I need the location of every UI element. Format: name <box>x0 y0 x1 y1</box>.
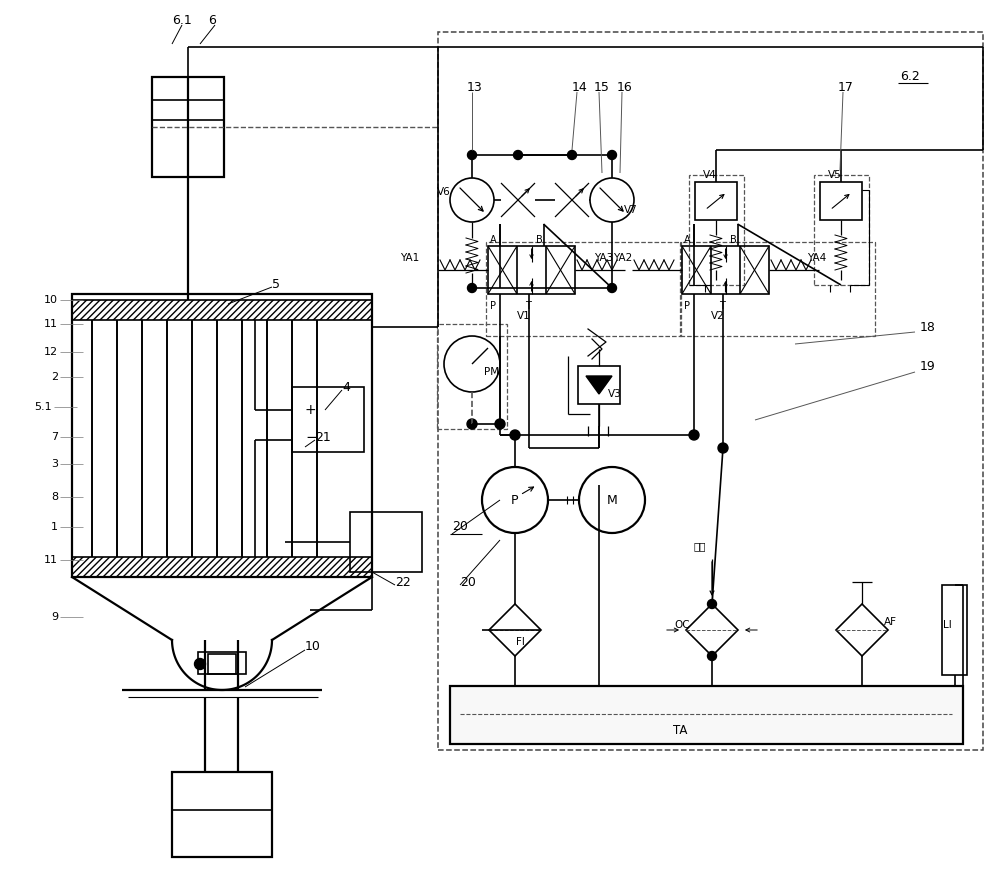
Text: V5: V5 <box>828 170 842 180</box>
Bar <box>450 686 963 744</box>
Text: V1: V1 <box>517 311 531 321</box>
Text: 9: 9 <box>51 612 58 622</box>
Text: YA2: YA2 <box>613 253 632 263</box>
Text: YA3: YA3 <box>594 253 613 263</box>
Bar <box>814 175 869 285</box>
Text: 2: 2 <box>51 372 58 382</box>
Text: 4: 4 <box>342 380 350 393</box>
Bar <box>72 557 372 577</box>
Bar <box>942 585 967 675</box>
Text: LI: LI <box>943 620 951 630</box>
Circle shape <box>608 283 616 293</box>
Bar <box>682 246 769 294</box>
Bar <box>437 324 507 429</box>
Text: V3: V3 <box>608 389 622 399</box>
Text: M: M <box>607 494 617 506</box>
Bar <box>438 32 983 750</box>
Text: V4: V4 <box>703 170 717 180</box>
Text: 11: 11 <box>44 319 58 329</box>
Text: PM: PM <box>484 367 499 377</box>
Text: OC: OC <box>674 620 690 630</box>
Text: V6: V6 <box>437 187 451 197</box>
Circle shape <box>708 600 716 609</box>
Text: 20: 20 <box>452 520 468 534</box>
Text: 13: 13 <box>467 80 483 93</box>
Text: 6.1: 6.1 <box>172 13 192 26</box>
Text: 10: 10 <box>44 295 58 305</box>
Text: 17: 17 <box>838 80 854 93</box>
Text: A: A <box>684 235 691 245</box>
Bar <box>72 294 372 577</box>
Bar <box>292 387 364 452</box>
Text: 14: 14 <box>572 80 588 93</box>
Text: 18: 18 <box>920 320 936 333</box>
Text: T: T <box>525 301 531 311</box>
Bar <box>680 242 875 336</box>
Circle shape <box>708 652 716 661</box>
Text: 11: 11 <box>44 555 58 565</box>
Text: 1: 1 <box>51 522 58 532</box>
Text: V2: V2 <box>711 311 725 321</box>
Text: 5.1: 5.1 <box>34 402 52 412</box>
Polygon shape <box>586 376 612 394</box>
Circle shape <box>468 151 477 160</box>
Circle shape <box>495 419 505 429</box>
Circle shape <box>510 430 520 440</box>
Circle shape <box>608 151 616 160</box>
Circle shape <box>467 419 477 429</box>
Text: 6: 6 <box>208 13 216 26</box>
Text: 16: 16 <box>617 80 633 93</box>
Bar <box>689 175 744 285</box>
Bar <box>578 366 620 404</box>
Text: 12: 12 <box>44 347 58 357</box>
Bar <box>486 242 681 336</box>
Text: V7: V7 <box>624 205 638 215</box>
Bar <box>208 654 236 674</box>
Text: 6.2: 6.2 <box>900 71 920 84</box>
Text: YA4: YA4 <box>807 253 826 263</box>
Text: 19: 19 <box>920 361 936 373</box>
Text: B: B <box>730 235 737 245</box>
Text: TA: TA <box>673 723 687 736</box>
Bar <box>695 182 737 220</box>
Circle shape <box>194 659 206 669</box>
Bar <box>152 77 224 177</box>
Text: 21: 21 <box>315 430 331 444</box>
Bar <box>350 512 422 572</box>
Text: P: P <box>511 494 519 506</box>
Bar <box>72 300 372 320</box>
Bar <box>488 246 575 294</box>
Text: YA1: YA1 <box>400 253 419 263</box>
Circle shape <box>689 430 699 440</box>
Text: 20: 20 <box>460 575 476 588</box>
Text: B: B <box>536 235 543 245</box>
Circle shape <box>568 151 576 160</box>
Text: P: P <box>490 301 496 311</box>
Text: 加油: 加油 <box>694 541 706 551</box>
Text: 7: 7 <box>51 432 58 442</box>
Text: 3: 3 <box>51 459 58 469</box>
Text: P: P <box>684 301 690 311</box>
Text: T: T <box>719 301 725 311</box>
Text: 22: 22 <box>395 575 411 588</box>
Bar <box>820 182 862 220</box>
Text: 8: 8 <box>51 492 58 502</box>
Bar <box>172 772 272 857</box>
Text: −: − <box>305 430 318 445</box>
Circle shape <box>468 283 477 293</box>
Text: A: A <box>490 235 497 245</box>
Circle shape <box>718 443 728 453</box>
Circle shape <box>514 151 522 160</box>
Text: 15: 15 <box>594 80 610 93</box>
Text: AF: AF <box>884 617 897 627</box>
Text: FI: FI <box>516 637 524 647</box>
Text: +: + <box>305 403 317 417</box>
Text: 5: 5 <box>272 278 280 290</box>
Bar <box>198 652 246 674</box>
Text: 10: 10 <box>305 640 321 654</box>
